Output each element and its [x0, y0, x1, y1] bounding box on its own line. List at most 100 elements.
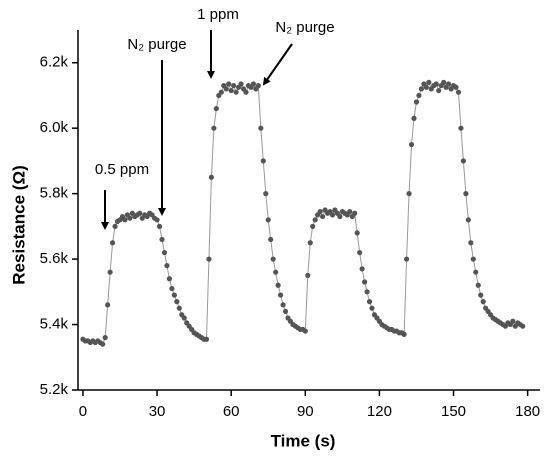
x-tick-label: 180 [515, 403, 540, 420]
point [211, 125, 217, 131]
point [102, 335, 108, 341]
point [453, 84, 459, 90]
point [426, 79, 432, 85]
point [364, 289, 370, 295]
point [352, 210, 358, 216]
point [337, 213, 343, 220]
point [478, 292, 484, 298]
y-tick-label: 6.2k [40, 54, 69, 71]
arrow [262, 43, 293, 86]
point [359, 266, 365, 272]
x-tick-label: 150 [441, 403, 466, 420]
point [354, 230, 360, 236]
point [109, 240, 116, 246]
point [357, 249, 363, 256]
point [480, 299, 486, 305]
point [265, 217, 271, 223]
point [263, 191, 269, 197]
y-tick-label: 5.2k [40, 381, 69, 398]
point [255, 83, 261, 89]
point [470, 256, 476, 262]
point [107, 269, 113, 275]
point [305, 272, 311, 279]
point [238, 81, 244, 87]
point [100, 341, 106, 347]
point [280, 302, 286, 308]
point [228, 87, 234, 94]
point [302, 328, 308, 334]
point [307, 240, 313, 246]
point [258, 125, 264, 131]
point [423, 84, 429, 90]
point [520, 323, 526, 329]
point [277, 292, 284, 298]
point [270, 256, 276, 262]
x-tick-label: 90 [297, 403, 314, 420]
point [282, 308, 289, 315]
point [137, 210, 143, 216]
x-axis-title: Time (s) [271, 431, 336, 450]
point [310, 223, 316, 229]
y-axis-title: Resistance (Ω) [9, 165, 28, 284]
point [445, 81, 452, 87]
point [408, 141, 415, 148]
point [161, 249, 168, 256]
point [208, 174, 215, 180]
x-tick-label: 120 [367, 403, 392, 420]
point [164, 263, 170, 269]
point [418, 86, 425, 92]
point [401, 331, 407, 337]
point [411, 115, 417, 121]
point [465, 217, 471, 223]
point [273, 269, 279, 275]
point [403, 256, 410, 262]
point [317, 209, 323, 215]
point [463, 191, 469, 197]
x-tick-label: 60 [223, 403, 240, 420]
point [226, 81, 232, 87]
point [413, 99, 420, 105]
y-tick-label: 5.4k [40, 316, 69, 333]
point [275, 282, 281, 288]
x-tick-label: 0 [79, 403, 87, 420]
point [510, 318, 516, 324]
annotation: N₂ purge [127, 36, 186, 53]
point [441, 79, 447, 85]
point [243, 89, 249, 95]
point [468, 240, 474, 246]
point [433, 81, 439, 87]
point [218, 89, 224, 95]
point [174, 299, 180, 305]
annotation: N₂ purge [275, 19, 334, 36]
point [176, 305, 182, 311]
point [154, 217, 160, 223]
point [406, 191, 412, 197]
point [366, 299, 373, 305]
point [169, 285, 175, 292]
point [460, 158, 467, 164]
point [361, 279, 368, 285]
point [122, 217, 128, 223]
annotation: 1 ppm [197, 6, 239, 23]
point [127, 215, 133, 221]
point [455, 89, 462, 95]
point [233, 89, 239, 95]
point [206, 256, 212, 262]
point [156, 223, 163, 229]
y-tick-label: 6.0k [40, 119, 69, 136]
point [105, 302, 111, 308]
point [416, 92, 422, 99]
point [166, 276, 173, 282]
point [213, 105, 219, 112]
point [268, 236, 274, 243]
point [223, 86, 229, 92]
x-tick-label: 30 [149, 403, 166, 420]
point [319, 213, 326, 220]
point [436, 87, 442, 94]
point [473, 269, 479, 275]
point [312, 217, 318, 223]
point [203, 336, 210, 342]
point [171, 292, 177, 298]
point [347, 209, 353, 215]
